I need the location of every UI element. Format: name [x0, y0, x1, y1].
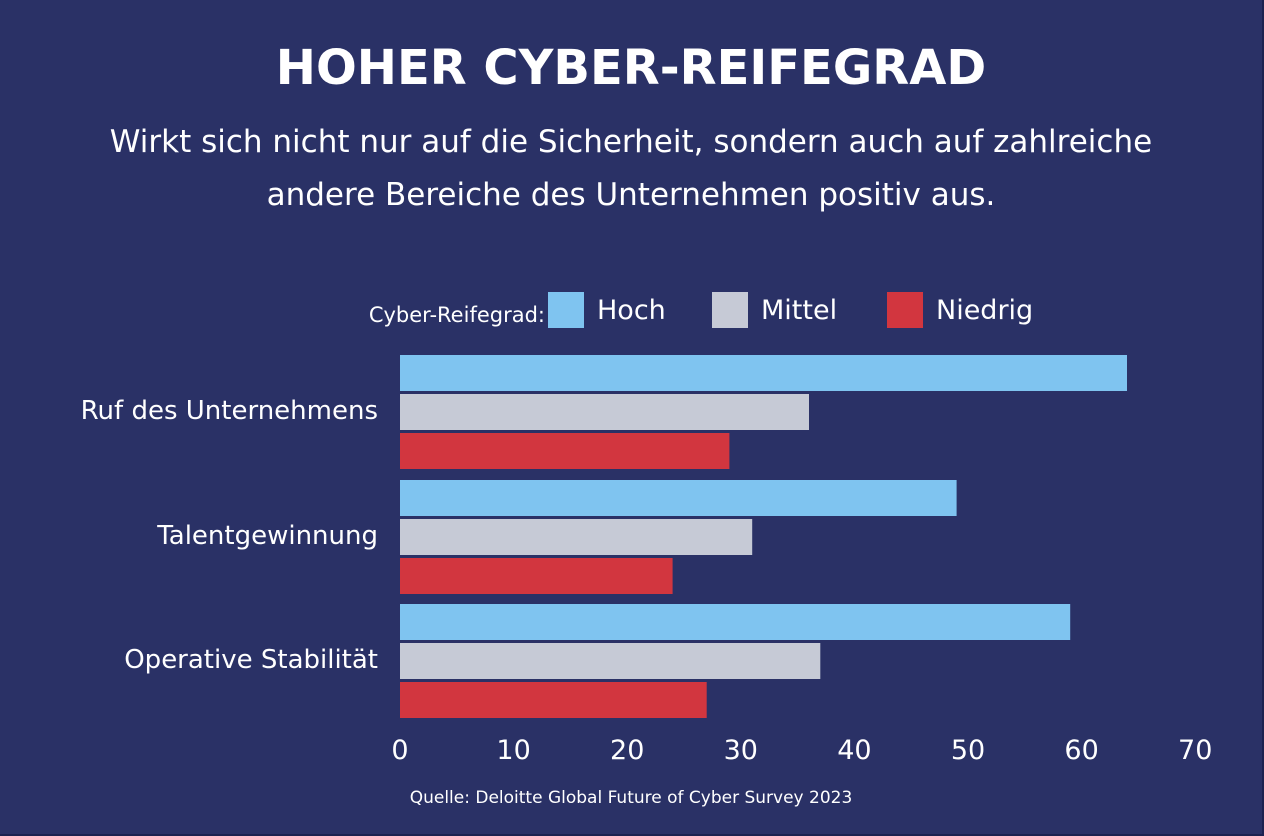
- legend-swatch-mittel: [712, 292, 748, 328]
- category-label-0: Ruf des Unternehmens: [81, 396, 378, 426]
- x-tick-label: 40: [837, 735, 871, 766]
- source-note: Quelle: Deloitte Global Future of Cyber …: [409, 788, 853, 808]
- category-label-1: Talentgewinnung: [156, 521, 378, 551]
- bar-niedrig-0: [400, 433, 730, 469]
- bar-niedrig-2: [400, 682, 707, 718]
- page-subtitle: Wirkt sich nicht nur auf die Sicherheit,…: [0, 116, 1262, 222]
- x-tick-label: 10: [496, 735, 530, 766]
- bar-mittel-0: [400, 394, 809, 430]
- bar-hoch-1: [400, 480, 957, 516]
- x-tick-label: 70: [1178, 735, 1212, 766]
- page-title: HOHER CYBER-REIFEGRAD: [275, 40, 987, 96]
- bar-group: [400, 355, 1127, 718]
- x-tick-label: 60: [1064, 735, 1098, 766]
- bar-hoch-0: [400, 355, 1127, 391]
- category-label-2: Operative Stabilität: [124, 645, 378, 675]
- x-tick-label: 50: [951, 735, 985, 766]
- chart-legend: Cyber-Reifegrad: Hoch Mittel Niedrig: [369, 292, 1033, 328]
- x-tick-label: 30: [724, 735, 758, 766]
- x-tick-label: 20: [610, 735, 644, 766]
- legend-title: Cyber-Reifegrad:: [369, 303, 545, 327]
- x-axis-ticks: 0 10 20 30 40 50 60 70: [391, 735, 1212, 766]
- legend-swatch-hoch: [548, 292, 584, 328]
- bar-mittel-1: [400, 519, 753, 555]
- legend-label-niedrig: Niedrig: [936, 295, 1033, 326]
- legend-label-mittel: Mittel: [761, 295, 837, 326]
- bar-hoch-2: [400, 604, 1071, 640]
- subtitle-line-2: andere Bereiche des Unternehmen positiv …: [266, 177, 996, 213]
- legend-swatch-niedrig: [887, 292, 923, 328]
- category-labels: Ruf des Unternehmens Talentgewinnung Opera…: [81, 396, 378, 675]
- subtitle-line-1: Wirkt sich nicht nur auf die Sicherheit,…: [109, 124, 1153, 160]
- bar-mittel-2: [400, 643, 821, 679]
- x-tick-label: 0: [391, 735, 408, 766]
- legend-label-hoch: Hoch: [597, 295, 666, 326]
- bar-niedrig-1: [400, 558, 673, 594]
